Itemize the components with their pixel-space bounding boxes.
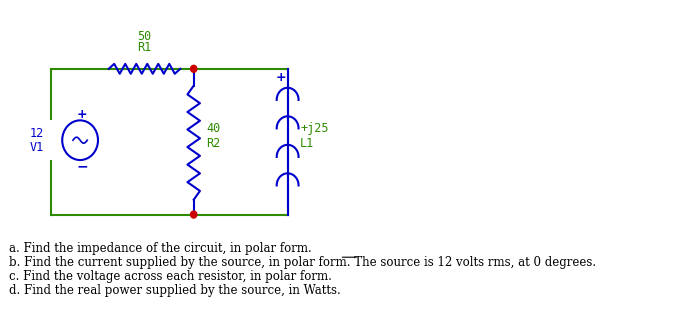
Text: b. Find the current supplied by the source, in polar form. The source is 12 volt: b. Find the current supplied by the sour… <box>9 256 596 269</box>
Text: V1: V1 <box>29 141 43 154</box>
Text: +j25: +j25 <box>300 122 328 135</box>
Text: a. Find the impedance of the circuit, in polar form.: a. Find the impedance of the circuit, in… <box>9 242 311 255</box>
Text: +: + <box>77 108 87 121</box>
Text: d. Find the real power supplied by the source, in Watts.: d. Find the real power supplied by the s… <box>9 284 341 297</box>
Circle shape <box>190 65 197 72</box>
Circle shape <box>190 211 197 218</box>
Text: R2: R2 <box>206 137 221 150</box>
Text: c. Find the voltage across each resistor, in polar form.: c. Find the voltage across each resistor… <box>9 270 332 283</box>
Text: L1: L1 <box>300 137 314 150</box>
Text: 40: 40 <box>206 122 221 135</box>
Text: +: + <box>275 71 286 84</box>
Text: 50: 50 <box>137 30 152 43</box>
Text: 12: 12 <box>29 127 43 140</box>
Text: −: − <box>76 159 88 173</box>
Text: R1: R1 <box>137 41 152 54</box>
